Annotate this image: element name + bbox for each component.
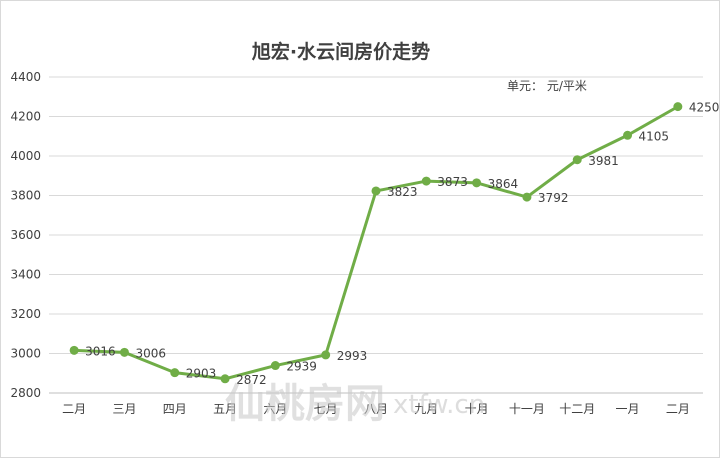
unit-note: 单元： 元/平米 <box>507 79 587 93</box>
data-point <box>69 345 79 355</box>
x-tick-label: 八月 <box>364 402 388 416</box>
data-label: 3006 <box>135 346 166 360</box>
y-tick-label: 3200 <box>10 307 41 321</box>
data-label: 4250 <box>689 101 720 115</box>
y-axis-ticks: 2800 3000 3200 3400 3600 3800 4000 4200 4400 <box>10 70 41 400</box>
data-point <box>421 176 431 186</box>
series-line-group <box>69 102 683 384</box>
data-label: 3792 <box>538 191 569 205</box>
x-tick-label: 十月 <box>465 402 489 416</box>
x-tick-label: 四月 <box>163 402 187 416</box>
data-label: 2903 <box>186 367 217 381</box>
data-label: 3873 <box>437 175 468 189</box>
data-point <box>472 178 482 188</box>
x-tick-label: 三月 <box>112 402 136 416</box>
x-tick-label: 七月 <box>314 402 338 416</box>
watermark-cn: 仙桃房网 <box>225 381 385 427</box>
data-point <box>673 102 683 112</box>
data-point <box>321 350 331 360</box>
y-tick-label: 3600 <box>10 228 41 242</box>
y-tick-label: 3400 <box>10 268 41 282</box>
chart-title: 旭宏·水云间房价走势 <box>251 40 430 63</box>
series-line <box>74 105 679 381</box>
data-label: 2993 <box>337 349 368 363</box>
data-point <box>572 155 582 165</box>
y-tick-label: 3000 <box>10 347 41 361</box>
x-tick-label: 十一月 <box>509 402 545 416</box>
data-label: 4105 <box>639 129 670 143</box>
data-point <box>623 130 633 140</box>
data-label: 2939 <box>286 360 317 374</box>
x-axis-ticks: 二月 三月 四月 五月 六月 七月 八月 九月 十月 十一月 十二月 一月 二月 <box>62 402 690 416</box>
y-tick-label: 4400 <box>10 70 41 84</box>
data-point <box>270 361 280 371</box>
x-tick-label: 五月 <box>213 402 237 416</box>
data-label: 2872 <box>236 373 267 387</box>
x-tick-label: 六月 <box>263 402 287 416</box>
data-point <box>220 374 230 384</box>
data-point <box>170 368 180 378</box>
x-tick-label: 一月 <box>616 402 640 416</box>
y-tick-label: 4000 <box>10 149 41 163</box>
data-point <box>371 186 381 196</box>
data-label: 3981 <box>588 154 619 168</box>
y-tick-label: 4200 <box>10 110 41 124</box>
data-label: 3016 <box>85 344 116 358</box>
watermark-url: xtfw.cn <box>393 390 485 420</box>
x-tick-label: 二月 <box>62 402 86 416</box>
y-tick-label: 2800 <box>10 386 41 400</box>
data-label-group: 3016 3006 2903 2872 2939 2993 3823 3873 3864 3792… <box>85 101 719 387</box>
x-tick-label: 十二月 <box>559 402 595 416</box>
data-label: 3823 <box>387 185 418 199</box>
data-label: 3864 <box>488 177 519 191</box>
data-point <box>119 347 129 357</box>
x-tick-label: 九月 <box>414 402 438 416</box>
y-tick-label: 3800 <box>10 189 41 203</box>
x-tick-label: 二月 <box>666 402 690 416</box>
data-point <box>522 192 532 202</box>
